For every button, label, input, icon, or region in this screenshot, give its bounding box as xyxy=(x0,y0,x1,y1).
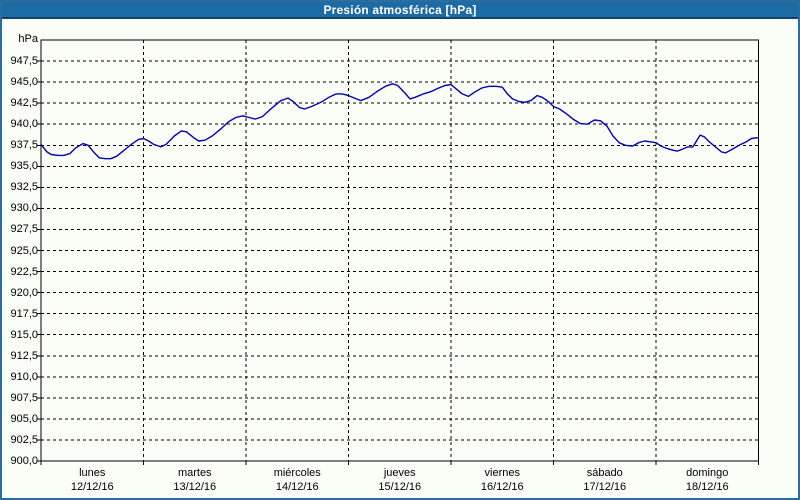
y-tick-label: 905,0 xyxy=(10,412,38,425)
x-day-label: sábado 17/12/16 xyxy=(553,466,657,494)
day-name: domingo xyxy=(686,467,729,479)
day-name: lunes xyxy=(79,467,106,479)
y-tick-label: 922,5 xyxy=(10,265,38,278)
day-name: viernes xyxy=(484,467,520,479)
x-day-label: martes 13/12/16 xyxy=(143,466,247,494)
chart-title-bar: Presión atmosférica [hPa] xyxy=(2,2,798,19)
y-tick-label: 927,5 xyxy=(10,223,38,236)
y-tick-label: 902,5 xyxy=(10,433,38,446)
day-date: 16/12/16 xyxy=(480,481,524,493)
x-day-label: jueves 15/12/16 xyxy=(348,466,452,494)
day-name: martes xyxy=(177,467,212,479)
y-tick-label: 945,0 xyxy=(10,76,38,89)
x-day-label: miércoles 14/12/16 xyxy=(245,466,349,494)
plot-border xyxy=(40,39,759,462)
x-day-label: domingo 18/12/16 xyxy=(655,466,759,494)
y-tick-label: 915,0 xyxy=(10,328,38,341)
y-tick-label: 912,5 xyxy=(10,349,38,362)
y-tick-label: 925,0 xyxy=(10,244,38,257)
day-name: sábado xyxy=(586,467,623,479)
day-date: 14/12/16 xyxy=(275,481,319,493)
y-tick-label: 917,5 xyxy=(10,307,38,320)
day-name: miércoles xyxy=(273,467,321,479)
y-tick-label: 932,5 xyxy=(10,181,38,194)
y-tick-label: 940,0 xyxy=(10,118,38,131)
y-tick-label: 910,0 xyxy=(10,370,38,383)
day-name: jueves xyxy=(383,467,416,479)
day-date: 18/12/16 xyxy=(685,481,729,493)
y-tick-label: 930,0 xyxy=(10,202,38,215)
y-tick-label: 935,0 xyxy=(10,160,38,173)
x-day-label: lunes 12/12/16 xyxy=(40,466,144,494)
y-tick-label: 900,0 xyxy=(10,455,38,467)
y-tick-label: 907,5 xyxy=(10,391,38,404)
x-day-label: viernes 16/12/16 xyxy=(450,466,554,494)
y-tick-label: 920,0 xyxy=(10,286,38,299)
day-date: 12/12/16 xyxy=(70,481,114,493)
day-date: 15/12/16 xyxy=(378,481,422,493)
y-tick-label: 947,5 xyxy=(10,55,38,68)
pressure-line xyxy=(40,83,759,160)
day-date: 13/12/16 xyxy=(173,481,217,493)
y-tick-label: 942,5 xyxy=(10,97,38,110)
chart-title: Presión atmosférica [hPa] xyxy=(323,3,477,17)
y-axis-unit-label: hPa xyxy=(18,33,38,45)
y-tick-label: 937,5 xyxy=(10,139,38,152)
day-date: 17/12/16 xyxy=(583,481,627,493)
